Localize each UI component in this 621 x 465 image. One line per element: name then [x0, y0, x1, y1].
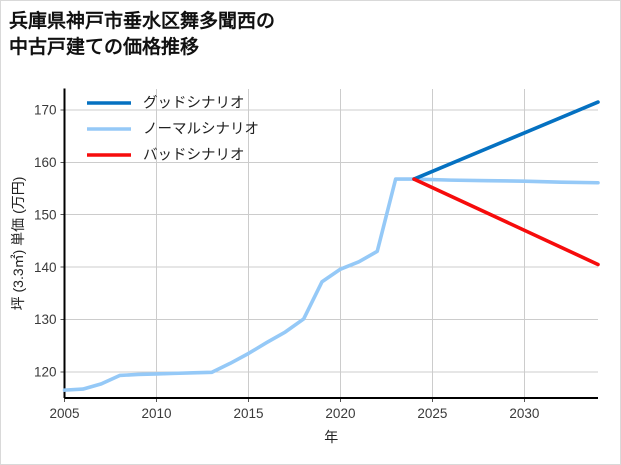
x-tick-label: 2015 — [233, 406, 263, 421]
axis-spines-group — [63, 88, 598, 399]
series-line-normal — [62, 177, 600, 392]
y-axis-title: 坪 (3.3㎡) 単価 (万円) — [10, 177, 26, 311]
x-tick-label: 2030 — [509, 406, 539, 421]
legend-label: バッドシナリオ — [143, 147, 245, 163]
legend-label: グッドシナリオ — [143, 94, 245, 111]
y-tick-label: 170 — [34, 103, 57, 118]
x-tick-label: 2005 — [49, 406, 79, 421]
x-tick-label: 2020 — [325, 406, 355, 421]
data-series-group — [62, 100, 600, 392]
y-axis-tick-labels: 120 130 140 150 160 170 — [34, 103, 57, 380]
series-line-bad — [412, 177, 600, 267]
x-tick-label: 2025 — [417, 406, 447, 421]
series-line-good — [412, 100, 600, 181]
y-tick-label: 140 — [34, 260, 57, 275]
y-tick-label: 150 — [34, 207, 57, 222]
x-axis-title: 年 — [324, 429, 338, 445]
legend-label: ノーマルシナリオ — [143, 121, 259, 137]
y-tick-label: 160 — [34, 155, 57, 170]
y-tick-label: 130 — [34, 312, 57, 327]
y-tick-label: 120 — [34, 365, 57, 380]
x-axis-tick-labels: 2005 2010 2015 2020 2025 2030 — [49, 406, 539, 421]
x-tick-label: 2010 — [141, 406, 171, 421]
chart-title: 兵庫県神戸市垂水区舞多聞西の 中古戸建ての価格推移 — [9, 11, 276, 58]
